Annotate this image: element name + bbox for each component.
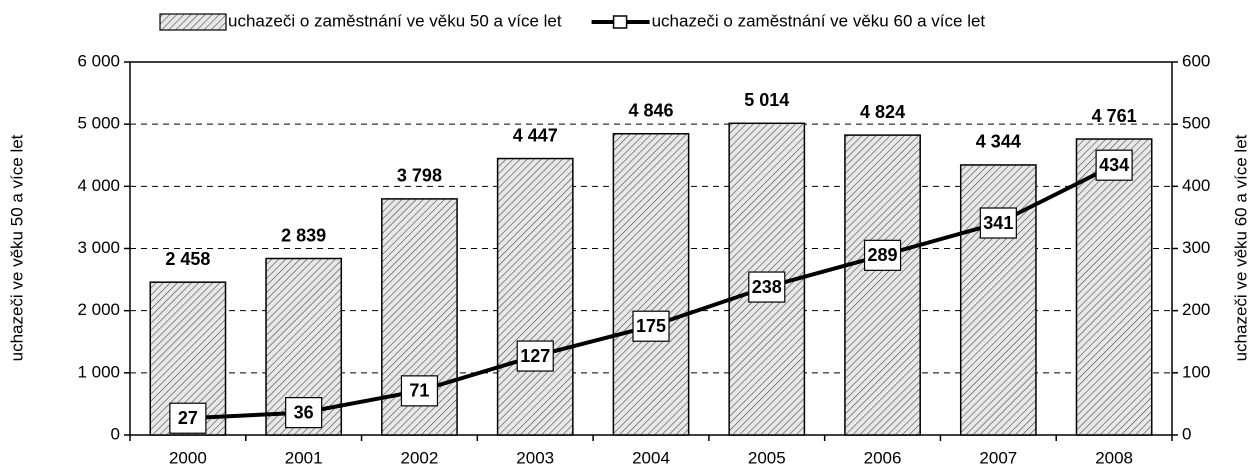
line-value-label: 434 <box>1099 155 1129 175</box>
y2-tick-label: 600 <box>1182 51 1210 70</box>
line-marker <box>979 207 1017 239</box>
line-value-label: 127 <box>520 346 550 366</box>
y2-tick-label: 300 <box>1182 238 1210 257</box>
line-marker <box>748 271 786 303</box>
y-axis-title: uchazeči ve věku 50 a více let <box>7 134 26 361</box>
legend-swatch <box>159 13 227 31</box>
bar <box>844 134 921 436</box>
bar-value-label: 4 344 <box>976 132 1021 152</box>
x-tick-label: 2004 <box>632 448 670 467</box>
bar-value-label: 2 458 <box>165 249 210 269</box>
bar-value-label: 4 447 <box>513 125 558 145</box>
y-tick-label: 0 <box>111 424 120 443</box>
bar-value-label: 5 014 <box>744 90 789 110</box>
x-tick-label: 2002 <box>401 448 439 467</box>
x-tick-label: 2000 <box>169 448 207 467</box>
line-value-label: 341 <box>983 213 1013 233</box>
y2-tick-label: 100 <box>1182 362 1210 381</box>
line-value-label: 36 <box>294 402 314 422</box>
legend-marker <box>612 15 628 29</box>
line-marker <box>863 239 902 271</box>
line-value-label: 289 <box>868 245 898 265</box>
bar-value-label: 4 846 <box>628 100 673 120</box>
bar-value-label: 4 761 <box>1092 106 1137 126</box>
y2-tick-label: 400 <box>1182 176 1210 195</box>
y-tick-label: 6 000 <box>77 51 120 70</box>
bar <box>496 157 574 436</box>
y-tick-label: 4 000 <box>77 176 120 195</box>
legend-label: uchazeči o zaměstnání ve věku 50 a více … <box>228 11 562 30</box>
line-value-label: 175 <box>636 316 666 336</box>
legend-label: uchazeči o zaměstnání ve věku 60 a více … <box>652 11 986 30</box>
y2-tick-label: 0 <box>1182 424 1191 443</box>
bar <box>612 132 690 436</box>
y-tick-label: 1 000 <box>77 362 120 381</box>
line-marker <box>1095 149 1133 181</box>
x-tick-label: 2001 <box>285 448 323 467</box>
y-tick-label: 3 000 <box>77 238 120 257</box>
x-tick-label: 2008 <box>1095 448 1133 467</box>
line-value-label: 238 <box>752 277 782 297</box>
line-marker <box>169 402 207 434</box>
line-marker <box>285 397 323 429</box>
y-tick-label: 2 000 <box>77 300 120 319</box>
x-tick-label: 2005 <box>748 448 786 467</box>
line-marker <box>516 340 554 372</box>
bar-value-label: 2 839 <box>281 225 326 245</box>
y-tick-label: 5 000 <box>77 114 120 133</box>
bar <box>1075 138 1153 436</box>
bar <box>959 164 1037 436</box>
y2-tick-label: 500 <box>1182 114 1210 133</box>
line-marker <box>632 310 670 342</box>
line-value-label: 27 <box>178 408 198 428</box>
y2-tick-label: 200 <box>1182 300 1210 319</box>
y2-axis-title: uchazeči ve věku 60 a více let <box>1231 134 1250 361</box>
line-marker <box>400 375 439 407</box>
x-tick-label: 2003 <box>516 448 554 467</box>
bar-value-label: 4 824 <box>860 102 905 122</box>
line-value-label: 71 <box>409 381 429 401</box>
x-tick-label: 2007 <box>979 448 1017 467</box>
bar-value-label: 3 798 <box>397 166 442 186</box>
x-tick-label: 2006 <box>864 448 902 467</box>
